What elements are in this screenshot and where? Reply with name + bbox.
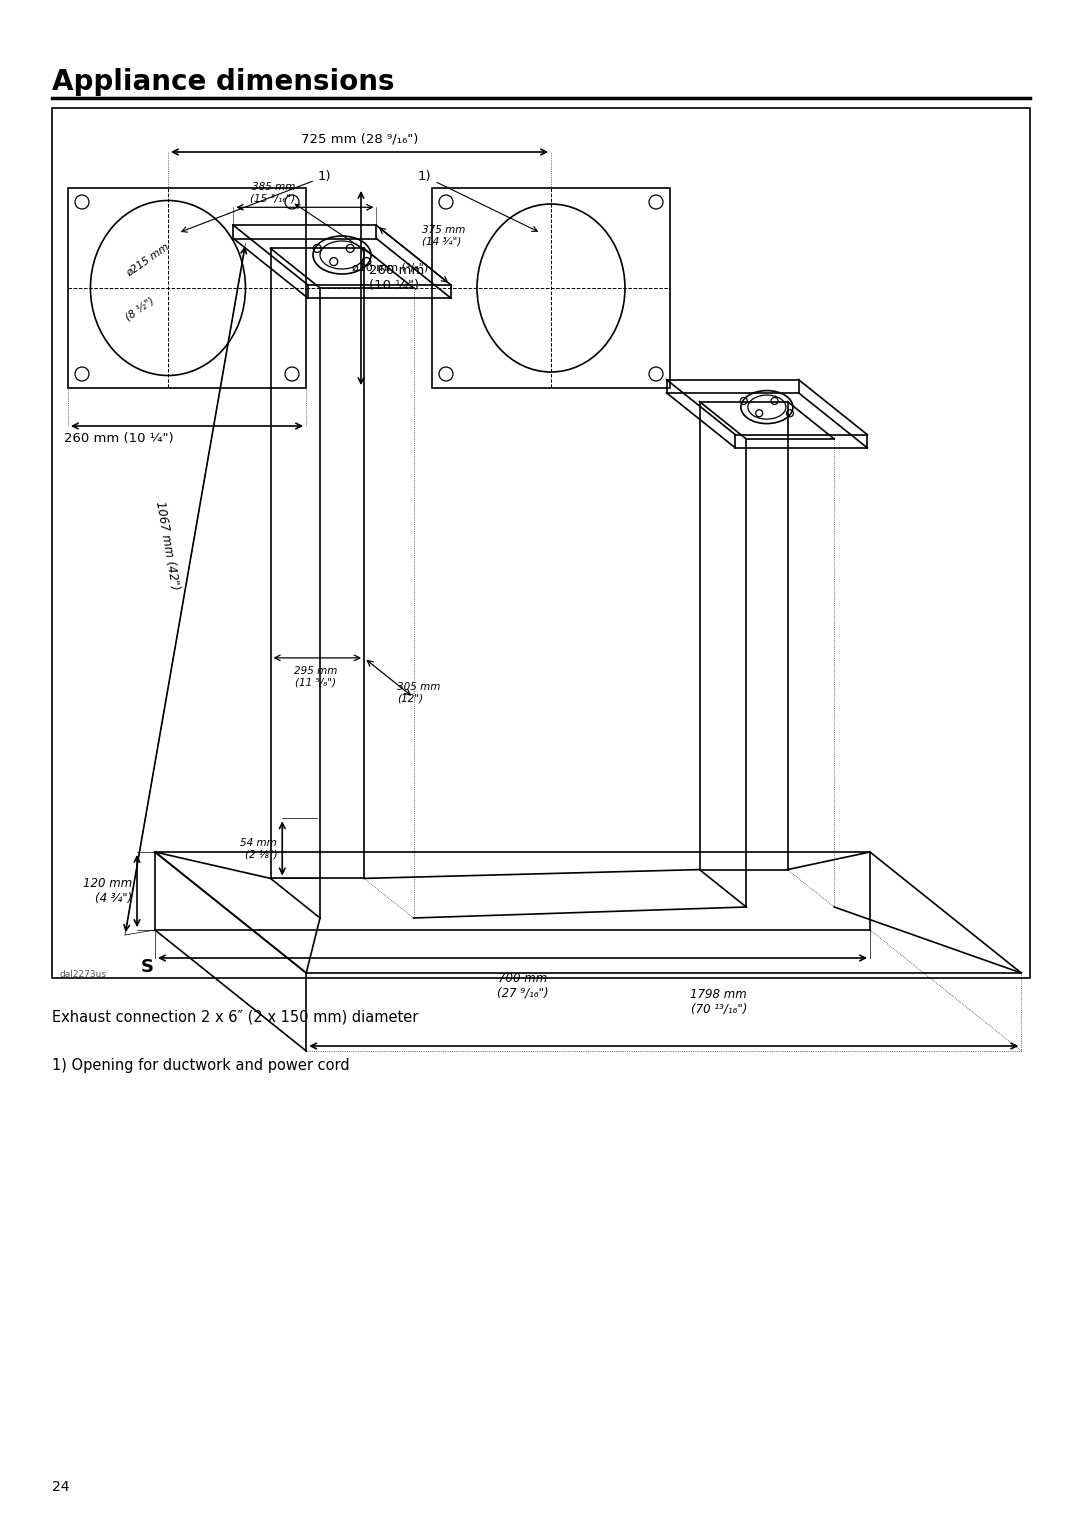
Bar [52, 109, 1030, 979]
Text: 1798 mm
(70 ¹³/₁₆"): 1798 mm (70 ¹³/₁₆") [690, 988, 747, 1015]
Text: 385 mm
(15 ³/₁₆"): 385 mm (15 ³/₁₆") [249, 182, 295, 203]
Text: 725 mm (28 ⁹/₁₆"): 725 mm (28 ⁹/₁₆") [301, 133, 418, 145]
Text: 305 mm
(12"): 305 mm (12") [396, 682, 441, 703]
Text: 120 mm
(4 ¾"): 120 mm (4 ¾") [83, 878, 132, 905]
Bar [68, 188, 306, 388]
Text: Appliance dimensions: Appliance dimensions [52, 67, 394, 96]
Text: 24: 24 [52, 1480, 69, 1494]
Text: 1067 mm (42"): 1067 mm (42") [153, 500, 181, 592]
Text: Exhaust connection 2 x 6″ (2 x 150 mm) diameter: Exhaust connection 2 x 6″ (2 x 150 mm) d… [52, 1011, 418, 1024]
Text: 375 mm
(14 ¾"): 375 mm (14 ¾") [421, 225, 464, 248]
Text: (8 ½"): (8 ½") [124, 297, 157, 323]
Text: 54 mm
(2 ⅛"): 54 mm (2 ⅛") [241, 838, 278, 859]
Text: 700 mm
(27 ⁹/₁₆"): 700 mm (27 ⁹/₁₆") [497, 972, 549, 1000]
Text: dal2273us: dal2273us [60, 969, 107, 979]
Text: 260 mm
(10 ¼"): 260 mm (10 ¼") [369, 265, 424, 292]
Text: 260 mm (10 ¼"): 260 mm (10 ¼") [64, 433, 174, 445]
Text: 1) Opening for ductwork and power cord: 1) Opening for ductwork and power cord [52, 1058, 350, 1073]
Text: ø215 mm: ø215 mm [124, 242, 172, 278]
Text: 295 mm
(11 ⁵/₈"): 295 mm (11 ⁵/₈") [294, 667, 337, 688]
Text: ø10 mm (³/₈"): ø10 mm (³/₈") [295, 205, 429, 272]
Text: 1): 1) [418, 170, 538, 231]
Text: 1): 1) [181, 170, 332, 232]
Text: S: S [140, 959, 153, 976]
Bar [432, 188, 670, 388]
